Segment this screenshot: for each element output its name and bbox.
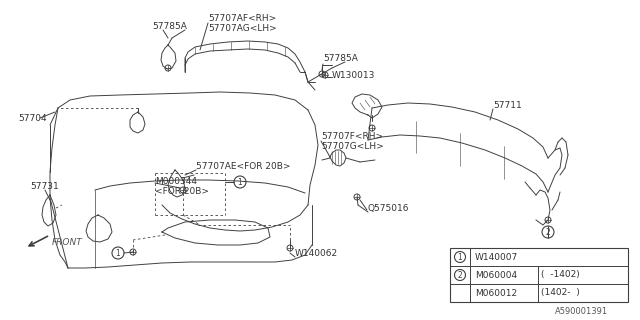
- Text: 57785A: 57785A: [323, 53, 358, 62]
- Text: 57707F<RH>: 57707F<RH>: [321, 132, 383, 140]
- Text: M060012: M060012: [475, 289, 517, 298]
- Text: (  -1402): ( -1402): [541, 270, 580, 279]
- Text: W140062: W140062: [295, 249, 338, 258]
- Text: M060004: M060004: [475, 270, 517, 279]
- Text: 57707AE<FOR 20B>: 57707AE<FOR 20B>: [196, 162, 291, 171]
- Text: W130013: W130013: [332, 70, 376, 79]
- Text: Q575016: Q575016: [367, 204, 408, 212]
- Text: 2: 2: [458, 270, 462, 279]
- Text: 1: 1: [458, 252, 462, 261]
- Text: 1: 1: [237, 178, 243, 187]
- Text: 57731: 57731: [30, 181, 59, 190]
- Text: 2: 2: [546, 228, 550, 236]
- Text: 57707G<LH>: 57707G<LH>: [321, 141, 384, 150]
- Text: M000344: M000344: [155, 177, 197, 186]
- Text: 57711: 57711: [493, 100, 522, 109]
- Text: <FOR 20B>: <FOR 20B>: [155, 187, 209, 196]
- Text: 1: 1: [116, 249, 120, 258]
- Text: 57707AG<LH>: 57707AG<LH>: [208, 23, 276, 33]
- Text: (1402-  ): (1402- ): [541, 289, 580, 298]
- Text: 57704: 57704: [18, 114, 47, 123]
- Text: 57785A: 57785A: [152, 21, 187, 30]
- Text: FRONT: FRONT: [52, 237, 83, 246]
- Text: W140007: W140007: [475, 252, 518, 261]
- Text: 57707AF<RH>: 57707AF<RH>: [208, 13, 276, 22]
- Bar: [450, 248, 628, 302]
- Text: A590001391: A590001391: [555, 308, 608, 316]
